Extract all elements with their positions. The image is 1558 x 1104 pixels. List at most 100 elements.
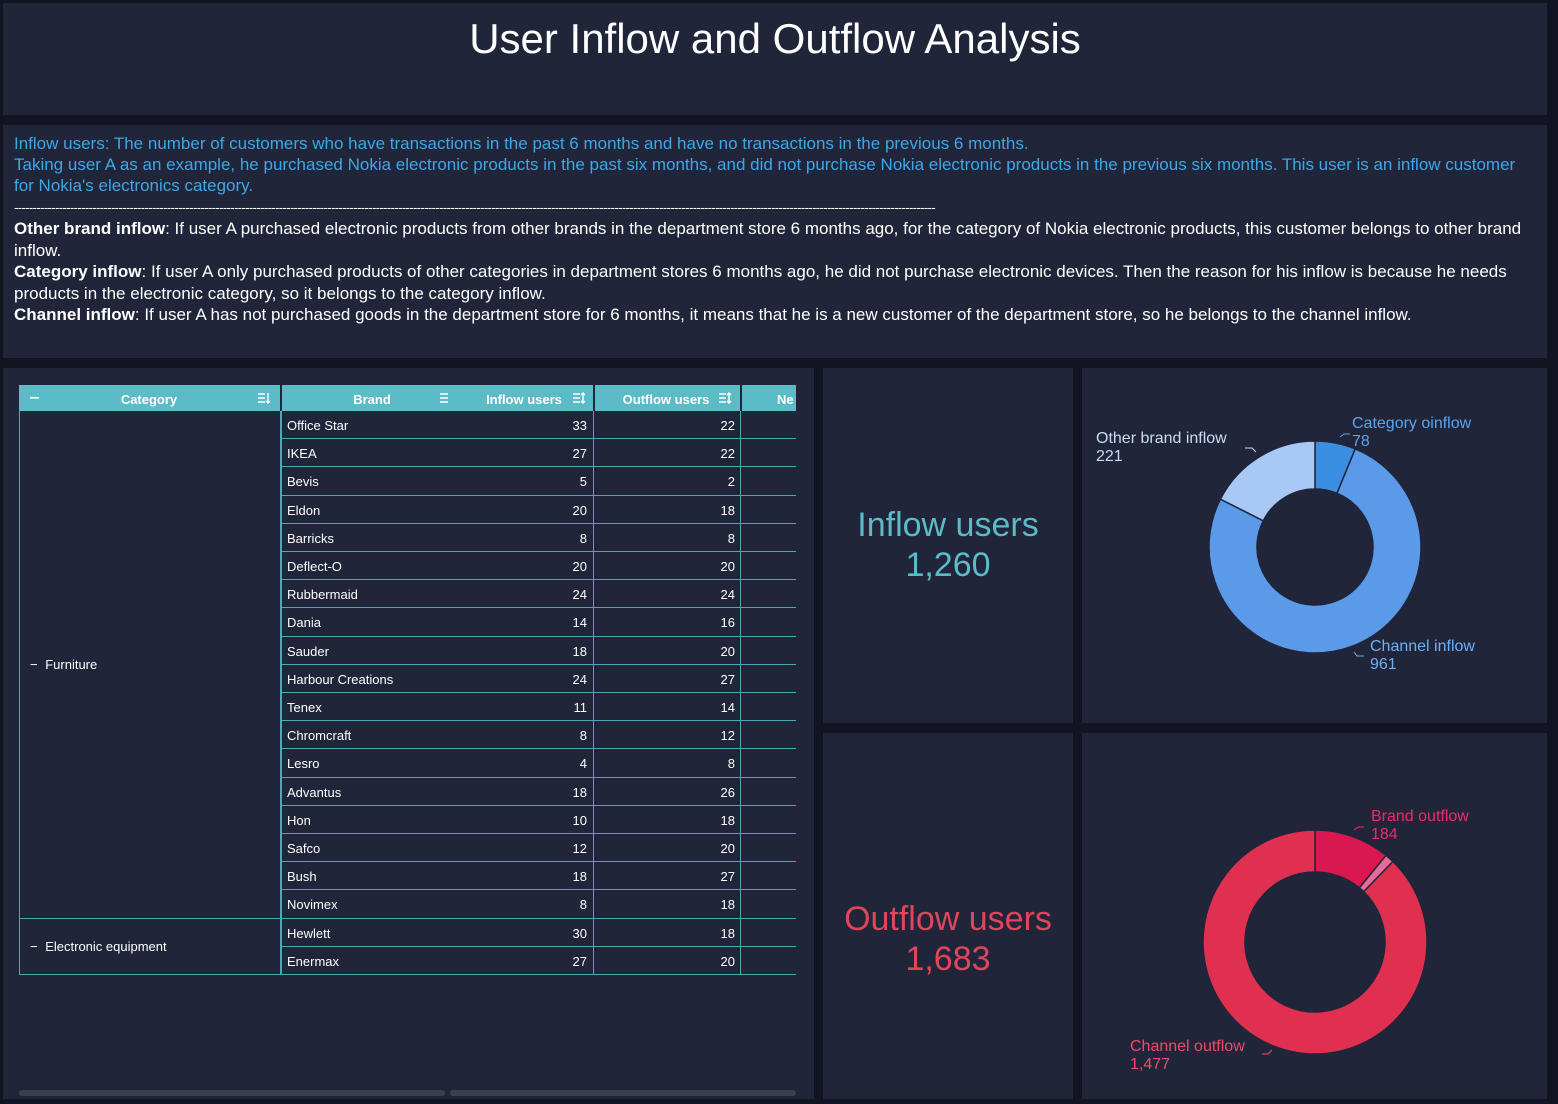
brand-cell: Barricks: [287, 530, 334, 546]
collapse-icon[interactable]: −: [30, 938, 42, 954]
slice-value: 221: [1096, 448, 1123, 465]
outflow-cell: 16: [720, 615, 735, 631]
outflow-cell: 14: [720, 700, 735, 715]
category-label: Electronic equipment: [45, 938, 167, 954]
table-row[interactable]: Dania 14 16: [281, 608, 796, 637]
brand-cell: Enermax: [287, 953, 340, 969]
slice-value: 961: [1370, 656, 1397, 673]
table-row[interactable]: Chromcraft 8 12: [281, 721, 796, 750]
table-row[interactable]: IKEA 27 22: [281, 439, 796, 468]
brand-cell: IKEA: [287, 446, 317, 462]
term-channel: Channel inflow: [14, 305, 135, 324]
outflow-cell: 2: [727, 474, 735, 490]
title-panel: User Inflow and Outflow Analysis: [3, 3, 1547, 115]
outflow-cell: 27: [720, 869, 735, 885]
sort-category-button[interactable]: [255, 385, 275, 411]
category-toggle[interactable]: − Furniture: [30, 657, 97, 672]
table-row[interactable]: Lesro 4 8: [281, 749, 796, 778]
donut-slice[interactable]: [1208, 447, 1422, 654]
sort-outflow-button[interactable]: [716, 385, 736, 411]
table-row[interactable]: Office Star 33 22: [281, 411, 796, 440]
slice-name: Channel outflow: [1130, 1038, 1245, 1055]
outflow-cell: 18: [720, 812, 735, 828]
inflow-cell: 24: [572, 587, 587, 603]
outflow-cell: 20: [720, 559, 735, 574]
sort-icon: [719, 392, 732, 404]
table-row[interactable]: Sauder 18 20: [281, 636, 796, 665]
outflow-cell: 18: [720, 502, 735, 518]
definition-category: Category inflow: If user A only purchase…: [14, 261, 1537, 304]
category-toggle[interactable]: − Electronic equipment: [30, 939, 167, 954]
slice-value: 1,477: [1130, 1056, 1170, 1073]
inflow-cell: 10: [572, 812, 587, 828]
header-category[interactable]: Category: [120, 392, 178, 407]
table-row[interactable]: Bevis 5 2: [281, 467, 796, 496]
table-row[interactable]: Rubbermaid 24 24: [281, 580, 796, 609]
slice-name: Category oinflow: [1352, 415, 1472, 432]
sort-icon: [258, 393, 271, 404]
table-row[interactable]: Novimex 8 18: [281, 890, 796, 919]
brand-menu-button[interactable]: [435, 385, 455, 411]
brand-cell: Harbour Creations: [287, 671, 394, 687]
table-row[interactable]: Enermax 27 20: [281, 946, 796, 975]
donut-slice[interactable]: [1202, 829, 1428, 1055]
table-row[interactable]: Eldon 20 18: [281, 495, 796, 524]
brand-cell: Chromcraft: [287, 728, 352, 744]
slice-value: 184: [1371, 826, 1398, 843]
outflow-cell: 20: [720, 643, 735, 659]
inflow-cell: 30: [572, 925, 587, 941]
header-brand[interactable]: Brand: [353, 392, 391, 407]
table-row[interactable]: Barricks 8 8: [281, 523, 796, 552]
header-next[interactable]: Ne: [777, 392, 794, 407]
table-row[interactable]: Hon 10 18: [281, 805, 796, 834]
donut-slice[interactable]: [1219, 440, 1316, 522]
inflow-cell: 8: [579, 897, 587, 913]
inflow-cell: 5: [579, 474, 587, 490]
brand-cell: Office Star: [287, 418, 349, 433]
outflow-cell: 8: [727, 530, 735, 546]
table-row[interactable]: Safco 12 20: [281, 834, 796, 863]
term-other-brand: Other brand inflow: [14, 219, 166, 238]
sort-icon: [573, 392, 586, 404]
inflow-cell: 12: [572, 841, 587, 856]
collapse-all-button[interactable]: [19, 385, 49, 411]
category-cell: − Electronic equipment: [19, 918, 281, 975]
header-outflow[interactable]: Outflow users: [622, 392, 710, 407]
sort-inflow-button[interactable]: [570, 385, 590, 411]
table-row[interactable]: Hewlett 30 18: [281, 918, 796, 947]
outflow-cell: 24: [720, 587, 735, 603]
page-title: User Inflow and Outflow Analysis: [469, 15, 1081, 62]
text-category: : If user A only purchased products of o…: [14, 262, 1507, 303]
table-row[interactable]: Advantus 18 26: [281, 777, 796, 806]
outflow-kpi-value: 1,683: [905, 940, 991, 978]
brand-cell: Rubbermaid: [287, 587, 358, 603]
inflow-cell: 24: [572, 671, 587, 687]
collapse-icon[interactable]: −: [30, 656, 42, 672]
slice-value: 78: [1352, 433, 1370, 450]
outflow-cell: 8: [727, 756, 735, 772]
horizontal-scrollbar-left[interactable]: [19, 1090, 445, 1096]
category-cell: − Furniture: [19, 411, 281, 919]
header-inflow[interactable]: Inflow users: [486, 392, 562, 407]
brand-cell: Lesro: [287, 756, 320, 772]
table-row[interactable]: Tenex 11 14: [281, 693, 796, 722]
outflow-cell: 22: [720, 446, 735, 462]
inflow-cell: 11: [573, 700, 588, 715]
definition-other-brand: Other brand inflow: If user A purchased …: [14, 218, 1537, 261]
table-row[interactable]: Bush 18 27: [281, 862, 796, 891]
inflow-cell: 20: [572, 502, 587, 518]
slice-name: Brand outflow: [1371, 808, 1469, 825]
description-panel: Inflow users: The number of customers wh…: [3, 125, 1547, 358]
label-leader-line: [1339, 433, 1350, 438]
table-panel: Category Brand Inflow users Outflow user…: [3, 368, 814, 1099]
horizontal-scrollbar-right[interactable]: [450, 1090, 796, 1096]
table-row[interactable]: Harbour Creations 24 27: [281, 664, 796, 693]
description-line-2: Taking user A as an example, he purchase…: [14, 155, 1516, 195]
label-leader-line: [1262, 1049, 1273, 1055]
table-row[interactable]: Deflect-O 20 20: [281, 552, 796, 581]
brand-cell: Safco: [287, 841, 321, 856]
